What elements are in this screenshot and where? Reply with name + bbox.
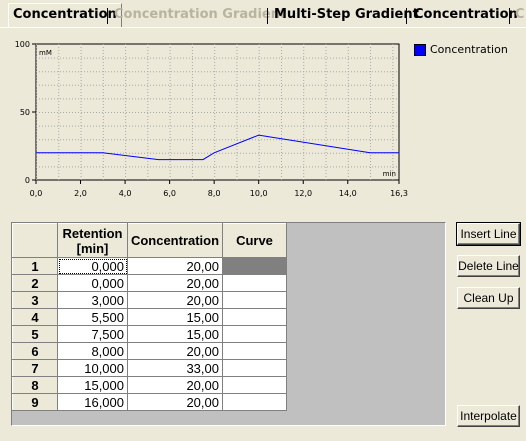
retention-cell[interactable]: 8,000 [57,342,128,360]
row-header: 7 [12,359,58,377]
concentration-chart: 100 50 0 0,0 2,0 4,0 6,0 8,0 10,0 12,0 14,0 16,3 mM m… [0,36,410,206]
retention-cell[interactable]: 0,000 [57,257,128,275]
tab-multi-step-gradient[interactable]: Multi-Step Gradient [274,7,419,22]
col-header-curve[interactable]: Curve [222,223,287,258]
concentration-cell[interactable]: 15,00 [127,325,223,343]
x-tick-label: 2,0 [74,189,87,198]
y-tick-label: 100 [15,40,30,49]
interpolate-button[interactable]: Interpolate [457,405,520,427]
curve-cell[interactable] [222,274,287,292]
row-header: 1 [12,257,58,275]
gradient-table: Retention [min] Concentration Curve 1 0,0… [11,222,446,426]
tab-separator [267,8,268,24]
x-tick-label: 6,0 [163,189,176,198]
tab-separator [107,8,108,24]
tab-separator [406,8,407,24]
table-row[interactable]: 5 7,500 15,00 [12,325,287,343]
delete-line-button[interactable]: Delete Line [457,255,520,277]
y-tick-label: 50 [20,108,30,117]
curve-cell[interactable] [222,257,287,275]
retention-cell[interactable]: 3,000 [57,291,128,309]
row-header: 8 [12,376,58,394]
table-row[interactable]: 6 8,000 20,00 [12,342,287,360]
x-tick-label: 8,0 [208,189,221,198]
concentration-cell[interactable]: 20,00 [127,291,223,309]
series-line-concentration [36,134,399,161]
concentration-cell[interactable]: 33,00 [127,359,223,377]
table-row[interactable]: 9 16,000 20,00 [12,393,287,411]
gradient-grid: Retention [min] Concentration Curve 1 0,0… [12,223,287,411]
y-tick-label: 0 [25,176,30,185]
tab-baseline [0,27,526,28]
col-header-concentration[interactable]: Concentration [127,223,223,258]
corner-cell [12,223,58,258]
tab-separator [509,8,510,24]
table-row[interactable]: 2 0,000 20,00 [12,274,287,292]
concentration-cell[interactable]: 20,00 [127,376,223,394]
tab-concentration-gradient[interactable]: Concentration Gradient [114,7,287,22]
x-tick-label: 0,0 [30,189,43,198]
curve-cell[interactable] [222,325,287,343]
tab-concentration-2[interactable]: Concentration [414,7,518,22]
row-header: 3 [12,291,58,309]
retention-cell[interactable]: 10,000 [57,359,128,377]
x-tick-label: 14,0 [339,189,357,198]
tab-concentration[interactable]: Concentration [8,3,122,28]
row-header: 6 [12,342,58,360]
table-row[interactable]: 8 15,000 20,00 [12,376,287,394]
insert-line-button[interactable]: Insert Line [456,222,521,246]
clean-up-button[interactable]: Clean Up [457,287,520,309]
concentration-cell[interactable]: 15,00 [127,308,223,326]
x-unit-label: min [383,170,396,178]
legend-swatch [414,44,426,56]
tab-bar: Concentration Concentration Gradient Mul… [0,0,526,28]
legend-label: Concentration [430,43,508,56]
retention-cell[interactable]: 0,000 [57,274,128,292]
y-unit-label: mM [39,49,52,57]
retention-cell[interactable]: 15,000 [57,376,128,394]
curve-cell[interactable] [222,291,287,309]
concentration-cell[interactable]: 20,00 [127,274,223,292]
col-header-retention[interactable]: Retention [min] [57,223,128,258]
curve-cell[interactable] [222,393,287,411]
retention-cell[interactable]: 16,000 [57,393,128,411]
tab-overflow[interactable]: C [515,7,525,22]
curve-cell[interactable] [222,359,287,377]
row-header: 9 [12,393,58,411]
curve-cell[interactable] [222,308,287,326]
concentration-cell[interactable]: 20,00 [127,342,223,360]
curve-cell[interactable] [222,342,287,360]
table-row[interactable]: 1 0,000 20,00 [12,257,287,275]
row-header: 2 [12,274,58,292]
retention-cell[interactable]: 7,500 [57,325,128,343]
concentration-cell[interactable]: 20,00 [127,257,223,275]
concentration-cell[interactable]: 20,00 [127,393,223,411]
x-tick-label: 16,3 [390,189,408,198]
curve-cell[interactable] [222,376,287,394]
chart-canvas: 100 50 00,0 2,0 4,0 6,0 8,0 10,0 12,0 14,0 16,3 mM m… [15,40,408,198]
x-tick-label: 10,0 [250,189,268,198]
table-row[interactable]: 3 3,000 20,00 [12,291,287,309]
x-tick-label: 12,0 [294,189,312,198]
row-header: 4 [12,308,58,326]
table-row[interactable]: 4 5,500 15,00 [12,308,287,326]
row-header: 5 [12,325,58,343]
table-row[interactable]: 7 10,000 33,00 [12,359,287,377]
retention-cell[interactable]: 5,500 [57,308,128,326]
x-tick-label: 4,0 [119,189,132,198]
